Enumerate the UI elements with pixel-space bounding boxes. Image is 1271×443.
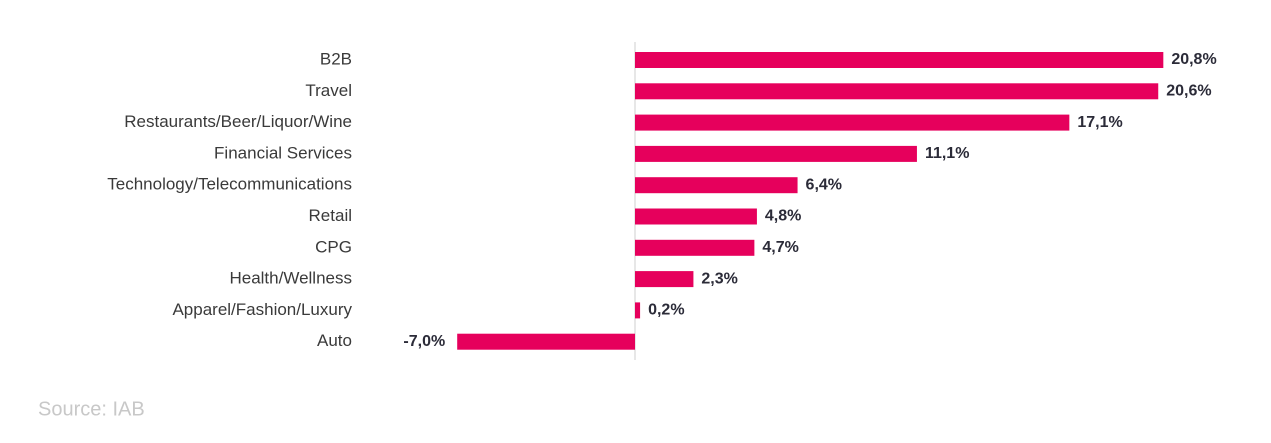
category-label: Health/Wellness [229,269,352,288]
category-label: B2B [320,49,352,68]
bar [635,302,641,319]
bar [635,114,1070,131]
category-label: Apparel/Fashion/Luxury [172,300,352,319]
value-label: 4,7% [762,239,798,256]
value-label: 6,4% [806,176,842,193]
value-label: 2,3% [701,270,737,287]
bar [457,333,635,350]
bar [635,52,1164,68]
bar [635,271,694,288]
category-label: Restaurants/Beer/Liquor/Wine [124,112,352,131]
category-label: Financial Services [214,143,352,162]
value-label: -7,0% [403,333,445,350]
category-label: Technology/Telecommunications [107,175,352,194]
value-label: 20,6% [1166,83,1211,100]
bar [635,239,755,256]
value-label: 20,8% [1171,51,1216,68]
category-label: Retail [309,206,352,225]
source-note: Source: IAB [38,398,145,420]
value-label: 17,1% [1077,114,1122,131]
value-label: 4,8% [765,208,801,225]
value-label: 11,1% [925,145,969,162]
bar [635,208,757,225]
bar [635,145,917,162]
bar [635,177,798,194]
bar [635,83,1159,100]
category-label: Travel [305,81,352,100]
category-label: Auto [317,331,352,350]
category-label: CPG [315,237,352,256]
value-label: 0,2% [648,302,684,319]
